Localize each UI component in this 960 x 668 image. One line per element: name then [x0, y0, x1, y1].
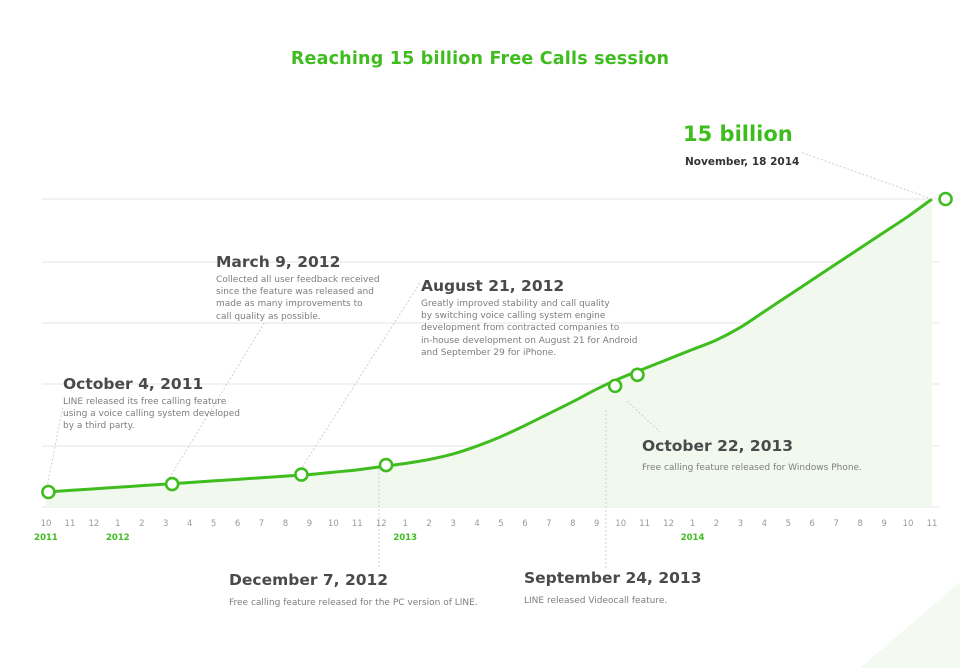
x-tick-label: 11	[65, 519, 76, 529]
x-year-label-2012: 2012	[106, 533, 130, 543]
x-tick-label: 10	[41, 519, 52, 529]
milestone-marker-m2	[164, 476, 180, 492]
x-tick-label: 4	[474, 519, 479, 529]
milestone-marker-m6	[630, 367, 645, 383]
milestone-desc-sep-2013: LINE released Videocall feature.	[524, 596, 668, 606]
x-year-label-2011: 2011	[34, 533, 58, 543]
milestone-marker-m1	[41, 484, 56, 500]
leader-line-m3	[295, 280, 422, 478]
milestone-marker-m7	[938, 191, 953, 207]
x-tick-label: 6	[810, 519, 815, 529]
milestone-title-oct-2013: October 22, 2013	[642, 437, 794, 455]
x-tick-label: 1	[690, 519, 695, 529]
x-tick-label: 9	[594, 519, 599, 529]
x-tick-label: 6	[235, 519, 240, 529]
leader-line-m1	[45, 405, 64, 493]
x-year-label-2013: 2013	[393, 533, 417, 543]
x-tick-label: 11	[639, 519, 650, 529]
x-tick-label: 2	[139, 519, 144, 529]
x-tick-label: 2	[426, 519, 431, 529]
milestone-title-aug-2012: August 21, 2012	[421, 277, 565, 295]
series-line	[45, 197, 933, 494]
leader-line-m7	[799, 151, 933, 200]
peak-date-label: November, 18 2014	[685, 156, 800, 168]
x-tick-label: 10	[903, 519, 914, 529]
x-tick-label: 2	[714, 519, 719, 529]
x-tick-label: 4	[762, 519, 767, 529]
chart-title: Reaching 15 billion Free Calls session	[290, 49, 670, 69]
x-tick-label: 10	[615, 519, 626, 529]
area-fill	[46, 199, 932, 507]
x-tick-label: 9	[881, 519, 886, 529]
x-tick-label: 1	[402, 519, 407, 529]
milestone-marker-m3	[294, 467, 309, 482]
milestone-desc-oct-2013: Free calling feature released for Window…	[642, 463, 862, 473]
x-tick-label: 8	[283, 519, 288, 529]
x-tick-label: 5	[498, 519, 503, 529]
milestone-title-sep-2013: September 24, 2013	[524, 569, 702, 587]
x-tick-label: 7	[546, 519, 551, 529]
milestone-title-mar-2012: March 9, 2012	[216, 253, 341, 271]
x-tick-label: 1	[115, 519, 120, 529]
x-tick-label: 10	[328, 519, 339, 529]
x-year-label-2014: 2014	[681, 533, 705, 543]
x-tick-label: 3	[163, 519, 168, 529]
peak-value-label: 15 billion	[683, 122, 793, 146]
x-tick-label: 3	[738, 519, 743, 529]
x-tick-label: 12	[663, 519, 674, 529]
x-tick-label: 12	[376, 519, 387, 529]
milestone-marker-m5	[607, 378, 623, 394]
x-tick-label: 8	[570, 519, 575, 529]
x-tick-label: 3	[450, 519, 455, 529]
x-tick-label: 4	[187, 519, 192, 529]
milestone-title-oct-2011: October 4, 2011	[63, 375, 204, 393]
x-tick-label: 12	[88, 519, 99, 529]
x-tick-label: 7	[259, 519, 264, 529]
x-tick-label: 5	[211, 519, 216, 529]
x-tick-label: 8	[857, 519, 862, 529]
milestone-desc-dec-2012: Free calling feature released for the PC…	[229, 598, 478, 608]
x-tick-label: 5	[786, 519, 791, 529]
x-tick-label: 11	[352, 519, 363, 529]
x-tick-label: 6	[522, 519, 527, 529]
milestone-desc-aug-2012: Greatly improved stability and call qual…	[421, 299, 638, 358]
milestone-marker-m4	[378, 457, 394, 473]
x-tick-label: 11	[927, 519, 938, 529]
x-tick-label: 7	[834, 519, 839, 529]
leader-line-m6	[626, 400, 661, 433]
milestone-desc-mar-2012: Collected all user feedback received sin…	[216, 275, 380, 322]
milestone-title-dec-2012: December 7, 2012	[229, 571, 389, 589]
milestone-desc-oct-2011: LINE released its free calling feature u…	[63, 397, 240, 432]
x-tick-label: 9	[307, 519, 312, 529]
